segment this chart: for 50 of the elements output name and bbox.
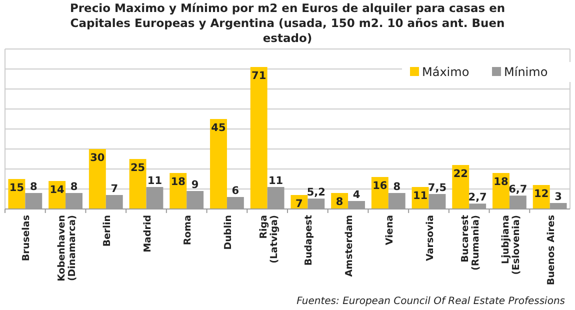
x-tick-label: Buenos Aires	[546, 214, 557, 286]
data-label: 3	[554, 191, 562, 203]
x-tick-label: Bucarest (Rumania)	[460, 214, 482, 271]
data-label: 71	[252, 70, 266, 82]
x-tick-label: Viena	[384, 215, 396, 246]
data-label: 4	[352, 189, 360, 201]
bar	[88, 149, 106, 209]
data-label: 8	[336, 196, 344, 208]
x-tick-label: Budapest	[304, 214, 315, 266]
bar	[129, 159, 146, 209]
data-label: 7	[296, 198, 303, 210]
bar	[210, 119, 227, 209]
data-label: 30	[90, 152, 105, 164]
data-label: 8	[393, 181, 401, 193]
x-tick-label: Berlin	[102, 214, 113, 247]
x-tick-label: Amsterdam	[344, 214, 356, 277]
data-label: 9	[191, 179, 199, 191]
data-label: 18	[170, 176, 186, 188]
x-tick-label: Dublin	[222, 214, 234, 250]
data-label: 18	[494, 176, 508, 188]
x-tick-label: Kobenhaven (Dinamarca)	[56, 214, 78, 282]
data-label: 8	[70, 181, 78, 193]
x-tick-label: Bruselas	[21, 214, 32, 262]
data-label: 8	[30, 181, 38, 193]
data-label: 15	[9, 182, 24, 194]
data-label: 12	[534, 188, 549, 200]
legend-label: Mínimo	[504, 65, 548, 79]
legend-label: Máximo	[422, 65, 470, 79]
x-tick-label: Madrid	[142, 215, 154, 252]
data-label: 22	[453, 168, 468, 180]
bar	[250, 67, 268, 209]
data-label: 14	[50, 184, 64, 196]
data-label: 2,7	[468, 192, 487, 204]
data-label: 25	[130, 162, 146, 174]
bar	[452, 165, 470, 209]
data-label: 11	[268, 175, 284, 187]
x-tick-label: Riga (Latviga)	[258, 215, 280, 264]
source-note: Fuentes: European Council Of Real Estate Professions	[296, 296, 565, 307]
x-tick-label: Ljubjiana (Eslovenia)	[500, 215, 522, 275]
data-label: 6	[232, 185, 240, 197]
data-label: 45	[211, 122, 226, 134]
data-label: 11	[412, 190, 428, 202]
data-label: 7	[110, 183, 118, 195]
x-tick-label: Roma	[182, 215, 194, 246]
data-label: 16	[372, 180, 388, 192]
x-tick-label: Varsovia	[424, 215, 436, 261]
data-label: 7,5	[428, 182, 447, 194]
data-label: 11	[147, 175, 162, 187]
chart-title: Precio Maximo y Mínimo por m2 en Euros de alquiler para casas en Capitales Europeas y Argentina (usada, 150 m2. 10 años ant. Buen estado)	[70, 1, 506, 45]
data-label: 5,2	[306, 186, 326, 199]
